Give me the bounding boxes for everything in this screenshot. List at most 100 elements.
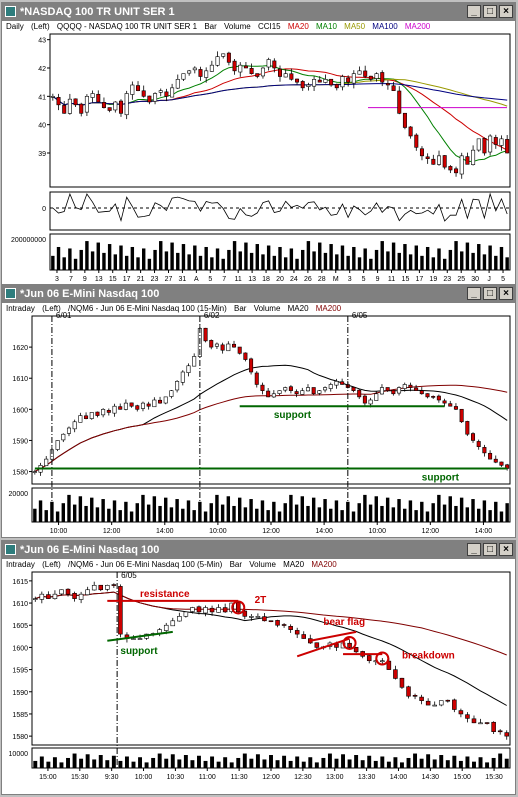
x-tick-label: 14:00 xyxy=(315,528,333,535)
period-label: Daily xyxy=(6,22,24,31)
y-tick-label: 43 xyxy=(38,38,46,45)
y-tick-label: 40 xyxy=(38,123,46,130)
volume-bar xyxy=(223,757,228,768)
volume-bar xyxy=(454,505,458,522)
window-titlebar[interactable]: *Jun 06 E-Mini Nasdaq 100 _ □ × xyxy=(2,541,515,559)
volume-bar xyxy=(477,244,481,270)
price-panel-frame xyxy=(31,571,511,746)
volume-bar xyxy=(367,755,372,768)
candle-body xyxy=(288,625,293,630)
volume-bar xyxy=(261,254,265,270)
volume-bar xyxy=(505,503,509,522)
volume-bar xyxy=(406,757,411,768)
support-line xyxy=(107,630,173,642)
volume-bar xyxy=(73,258,78,270)
candle-body xyxy=(454,168,459,174)
volume-bar xyxy=(380,756,385,768)
candle-body xyxy=(314,642,320,648)
volume-bar xyxy=(226,496,231,522)
maximize-button[interactable]: □ xyxy=(483,543,497,556)
volume-bar xyxy=(130,246,135,270)
y-tick-label: 1600 xyxy=(12,645,28,652)
candle-body xyxy=(187,70,192,74)
chart-window-15min[interactable]: *Jun 06 E-Mini Nasdaq 100 _ □ × Intraday… xyxy=(1,284,516,538)
volume-bar xyxy=(452,755,457,768)
volume-bar xyxy=(386,251,390,270)
close-button[interactable]: × xyxy=(499,543,513,556)
volume-bar xyxy=(295,756,300,768)
x-tick-label: 17 xyxy=(415,276,423,283)
candle-body xyxy=(46,594,51,599)
bear-flag-line-lower xyxy=(296,637,350,658)
minimize-button[interactable]: _ xyxy=(467,5,481,18)
candle-body xyxy=(294,630,300,635)
volume-bar xyxy=(321,757,326,768)
candle-body xyxy=(471,433,476,441)
volume-bar xyxy=(105,760,110,768)
volume-bar xyxy=(192,510,196,522)
x-tick-label: 13 xyxy=(248,276,256,283)
volume-bar xyxy=(282,755,287,768)
x-tick-label: 15:00 xyxy=(453,774,471,781)
volume-bar xyxy=(442,504,447,522)
date-label: 6/02 xyxy=(204,311,220,320)
x-tick-label: 18 xyxy=(262,276,270,283)
chart-window-daily[interactable]: *NASDAQ 100 TR UNIT SER 1 _ □ × Daily (L… xyxy=(1,2,516,285)
date-label: 6/05 xyxy=(121,571,137,580)
volume-bar xyxy=(175,499,179,522)
close-button[interactable]: × xyxy=(499,287,513,300)
volume-bar xyxy=(472,761,476,768)
double-top-label: 2T xyxy=(255,595,267,606)
candle-body xyxy=(129,402,134,407)
x-tick-label: 24 xyxy=(290,276,298,283)
volume-bar xyxy=(181,244,186,270)
candle-body xyxy=(491,721,496,732)
window-titlebar[interactable]: *Jun 06 E-Mini Nasdaq 100 _ □ × xyxy=(2,285,515,303)
minimize-button[interactable]: _ xyxy=(467,543,481,556)
volume-bar xyxy=(465,507,470,522)
candle-body xyxy=(215,56,220,66)
volume-bar xyxy=(198,255,203,270)
candle-body xyxy=(482,447,487,454)
volume-bar xyxy=(346,255,350,270)
candle-body xyxy=(152,399,157,408)
period-label: Intraday xyxy=(6,304,35,313)
maximize-button[interactable]: □ xyxy=(483,5,497,18)
window-titlebar[interactable]: *NASDAQ 100 TR UNIT SER 1 _ □ × xyxy=(2,3,515,21)
price-panel-frame xyxy=(49,33,511,188)
volume-bar xyxy=(33,508,37,522)
volume-bar xyxy=(340,510,344,522)
chart-window-5min[interactable]: *Jun 06 E-Mini Nasdaq 100 _ □ × Intraday… xyxy=(1,540,516,795)
candle-body xyxy=(317,79,322,83)
candle-body xyxy=(448,403,453,407)
candle-body xyxy=(397,387,402,394)
candle-body xyxy=(482,137,487,154)
candle-body xyxy=(499,138,504,146)
candle-body xyxy=(471,149,476,165)
volume-bar xyxy=(164,251,169,270)
volume-bar xyxy=(352,246,356,270)
x-tick-label: 14:00 xyxy=(390,774,408,781)
candle-body xyxy=(90,93,95,98)
volume-bar xyxy=(386,761,391,768)
minimize-button[interactable]: _ xyxy=(467,287,481,300)
volume-bar xyxy=(170,754,175,768)
volume-bar xyxy=(374,496,378,522)
close-button[interactable]: × xyxy=(499,5,513,18)
x-tick-label: 3 xyxy=(348,276,352,283)
candle-body xyxy=(137,638,143,640)
volume-bar xyxy=(221,258,225,270)
y-tick-label: 1580 xyxy=(12,470,28,477)
x-tick-label: 28 xyxy=(318,276,326,283)
x-tick-label: 30 xyxy=(471,276,479,283)
volume-bar xyxy=(237,497,242,522)
candle-body xyxy=(306,84,311,87)
y-tick-label: 1610 xyxy=(12,376,28,383)
maximize-button[interactable]: □ xyxy=(483,287,497,300)
volume-bar xyxy=(111,755,116,768)
candle-body xyxy=(170,87,175,98)
volume-bar xyxy=(488,510,492,522)
candle-body xyxy=(277,390,282,394)
volume-bar xyxy=(329,508,333,522)
volume-bar xyxy=(347,759,352,768)
